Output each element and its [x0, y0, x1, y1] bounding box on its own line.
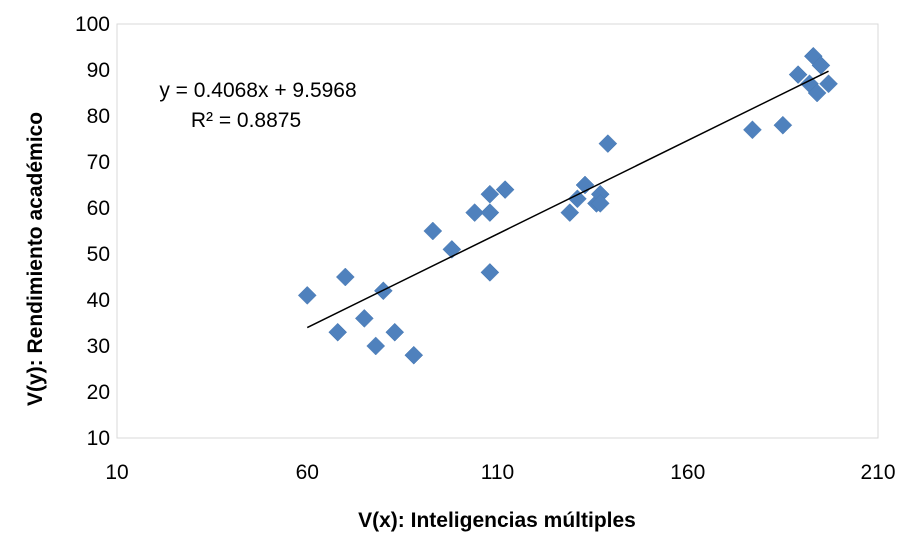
data-point — [568, 189, 587, 209]
data-point — [788, 65, 808, 84]
trendline — [306, 70, 829, 329]
data-point — [590, 194, 610, 213]
data-point — [335, 267, 355, 287]
x-tick-label: 110 — [481, 461, 514, 484]
y-tick-label: 50 — [87, 243, 110, 266]
data-point — [598, 134, 618, 153]
y-tick-label: 10 — [87, 427, 110, 450]
y-tick-label: 60 — [87, 197, 110, 220]
data-point — [560, 203, 580, 222]
x-tick-label: 10 — [105, 461, 128, 484]
y-tick-label: 100 — [75, 13, 110, 36]
y-tick-label: 70 — [87, 151, 110, 174]
data-point — [297, 286, 317, 305]
data-point — [807, 83, 827, 103]
y-tick-label: 30 — [87, 335, 110, 358]
x-axis-title: V(x): Inteligencias múltiples — [358, 509, 636, 532]
trendline-equation: y = 0.4068x + 9.5968 — [159, 79, 356, 102]
data-points — [297, 46, 838, 365]
x-tick-label: 60 — [296, 461, 319, 484]
data-point — [404, 345, 424, 365]
y-tick-label: 40 — [87, 289, 110, 312]
data-point — [480, 263, 500, 282]
data-point — [743, 120, 762, 140]
data-point — [366, 336, 386, 356]
y-tick-label: 20 — [87, 381, 110, 404]
data-point — [385, 322, 405, 342]
x-axis-ticks: 10 60 110 160 210 — [105, 461, 895, 484]
x-tick-label: 160 — [670, 461, 705, 484]
data-point — [819, 74, 838, 94]
data-point — [480, 184, 500, 204]
y-tick-label: 80 — [87, 105, 110, 128]
y-axis-ticks: 10 20 30 40 50 60 70 80 90 100 — [75, 13, 110, 450]
data-point — [328, 322, 348, 342]
x-tick-label: 210 — [860, 461, 895, 484]
data-point — [423, 221, 443, 241]
y-tick-label: 90 — [87, 59, 110, 82]
data-point — [495, 180, 515, 199]
data-point — [465, 203, 485, 222]
data-point — [773, 115, 793, 135]
data-point — [354, 309, 374, 328]
plot-area — [116, 23, 879, 439]
data-point — [480, 203, 500, 222]
trendline-r-squared: R² = 0.8875 — [191, 109, 301, 132]
y-axis-title: V(y): Rendimiento académico — [24, 112, 47, 406]
